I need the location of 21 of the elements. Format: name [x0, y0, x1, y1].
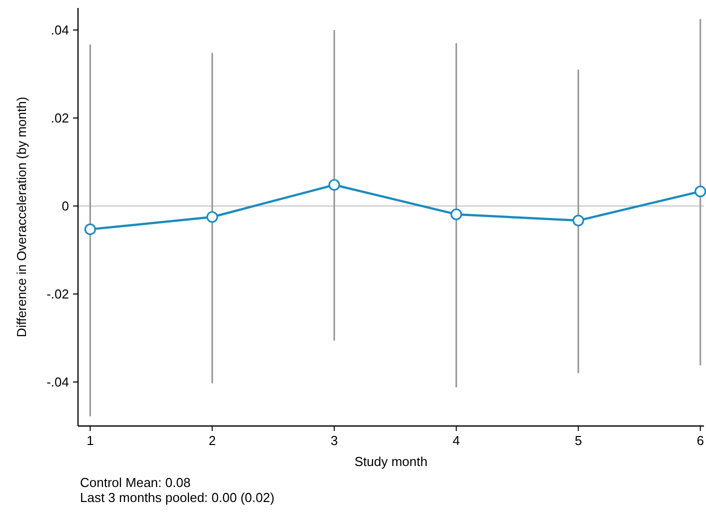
point	[84, 224, 96, 236]
y-axis-title: Difference in Overacceleration (by month)	[14, 96, 29, 338]
text: Control Mean: 0.08	[80, 475, 191, 490]
y-tick-label: -.02	[46, 286, 69, 302]
y-tick-label: .02	[50, 110, 69, 126]
point	[572, 214, 584, 226]
y-tick-label: 0	[62, 198, 69, 214]
point	[206, 211, 218, 223]
y-tick-label: .04	[50, 22, 69, 38]
x-tick-label: 4	[452, 433, 460, 448]
y-tick-label: -.04	[46, 374, 69, 390]
x-tick-label: 3	[330, 433, 338, 448]
point	[328, 179, 340, 191]
point	[694, 186, 706, 198]
x-tick-label: 6	[696, 433, 704, 448]
x-axis-title: Study month	[354, 454, 428, 469]
x-tick-label: 2	[208, 433, 216, 448]
x-tick-label: 1	[86, 433, 94, 448]
x-tick-label: 5	[574, 433, 582, 448]
text: Last 3 months pooled: 0.00 (0.02)	[80, 490, 274, 505]
point	[450, 208, 462, 220]
